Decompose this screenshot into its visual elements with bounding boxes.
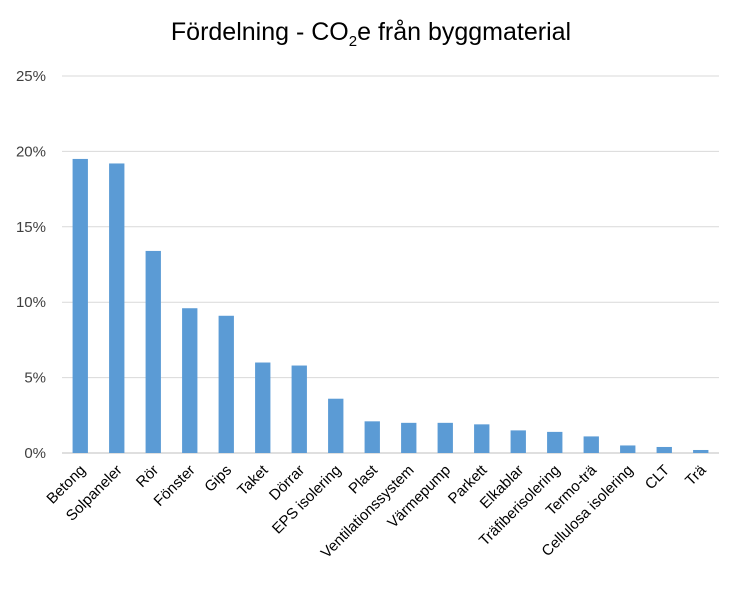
bar	[583, 436, 599, 453]
bar	[145, 250, 161, 453]
bar	[693, 449, 709, 453]
x-tick-label: CLT	[642, 462, 673, 493]
y-tick-label: 5%	[24, 370, 46, 387]
bar	[401, 422, 417, 453]
bar	[437, 422, 453, 453]
bar	[510, 430, 526, 453]
chart-title-subscript: 2	[348, 33, 358, 50]
x-tick-label: Trä	[682, 461, 710, 489]
bar	[72, 158, 88, 453]
y-tick-label: 25%	[16, 68, 46, 85]
bar	[364, 421, 380, 453]
bar	[656, 446, 672, 453]
bar	[218, 315, 234, 453]
y-axis: 0% 5% 10% 15% 20% 25%	[16, 68, 719, 462]
y-tick-label: 10%	[16, 294, 46, 311]
y-tick-label: 15%	[16, 219, 46, 236]
chart-title: Fördelning - CO2e från byggmaterial	[0, 18, 742, 50]
x-tick-label: Gips	[201, 462, 235, 496]
bar	[291, 365, 307, 453]
bars	[72, 158, 709, 454]
y-tick-label: 20%	[16, 143, 46, 160]
gridlines	[62, 75, 719, 379]
chart-title-suffix: e från byggmaterial	[357, 18, 572, 46]
bar	[474, 424, 490, 453]
bar	[547, 431, 563, 453]
x-tick-label: Fönster	[151, 462, 199, 510]
bar	[620, 445, 636, 453]
x-tick-label: Rör	[133, 462, 162, 491]
chart-title-prefix: Fördelning - CO	[170, 18, 349, 46]
bar	[182, 308, 198, 453]
y-tick-label: 0%	[24, 445, 46, 462]
bar	[255, 362, 271, 453]
bar	[328, 398, 344, 453]
bar	[109, 163, 125, 454]
